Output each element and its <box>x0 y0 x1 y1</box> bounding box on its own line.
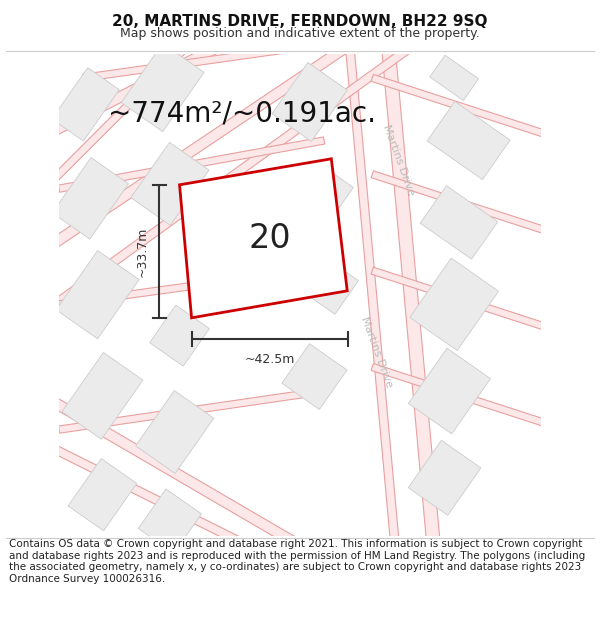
Polygon shape <box>52 68 119 141</box>
Polygon shape <box>371 364 566 433</box>
Polygon shape <box>32 25 254 145</box>
Polygon shape <box>344 29 401 560</box>
Polygon shape <box>62 352 143 439</box>
Polygon shape <box>295 164 353 223</box>
Polygon shape <box>371 74 566 144</box>
Polygon shape <box>149 305 209 366</box>
Polygon shape <box>59 388 325 433</box>
Polygon shape <box>83 36 358 81</box>
Polygon shape <box>33 436 278 564</box>
Polygon shape <box>179 159 347 318</box>
Text: 20: 20 <box>248 222 291 254</box>
Polygon shape <box>52 158 128 239</box>
Polygon shape <box>32 27 206 201</box>
Text: ~774m²/~0.191ac.: ~774m²/~0.191ac. <box>108 100 376 128</box>
Polygon shape <box>408 440 481 515</box>
Text: Contains OS data © Crown copyright and database right 2021. This information is : Contains OS data © Crown copyright and d… <box>9 539 585 584</box>
Text: Martins Drive: Martins Drive <box>359 316 395 389</box>
Polygon shape <box>68 459 137 531</box>
Text: 20, MARTINS DRIVE, FERNDOWN, BH22 9SQ: 20, MARTINS DRIVE, FERNDOWN, BH22 9SQ <box>112 14 488 29</box>
Text: ~42.5m: ~42.5m <box>245 352 295 366</box>
Polygon shape <box>139 489 202 553</box>
Polygon shape <box>56 251 139 339</box>
Polygon shape <box>58 137 325 192</box>
Polygon shape <box>131 142 209 225</box>
Polygon shape <box>380 29 442 561</box>
Polygon shape <box>410 258 499 351</box>
Polygon shape <box>136 391 214 474</box>
Polygon shape <box>371 171 566 240</box>
Polygon shape <box>32 26 437 322</box>
Polygon shape <box>427 101 510 179</box>
Polygon shape <box>420 186 498 259</box>
Polygon shape <box>409 348 490 434</box>
Polygon shape <box>371 267 566 337</box>
Polygon shape <box>299 256 358 314</box>
Polygon shape <box>32 386 327 564</box>
Text: Map shows position and indicative extent of the property.: Map shows position and indicative extent… <box>120 27 480 40</box>
Polygon shape <box>282 344 347 409</box>
Polygon shape <box>121 43 204 132</box>
Polygon shape <box>430 55 479 101</box>
Polygon shape <box>272 62 347 141</box>
Polygon shape <box>32 25 375 261</box>
Text: Martins Drive: Martins Drive <box>382 123 416 197</box>
Text: ~33.7m: ~33.7m <box>136 226 149 276</box>
Polygon shape <box>59 262 339 308</box>
